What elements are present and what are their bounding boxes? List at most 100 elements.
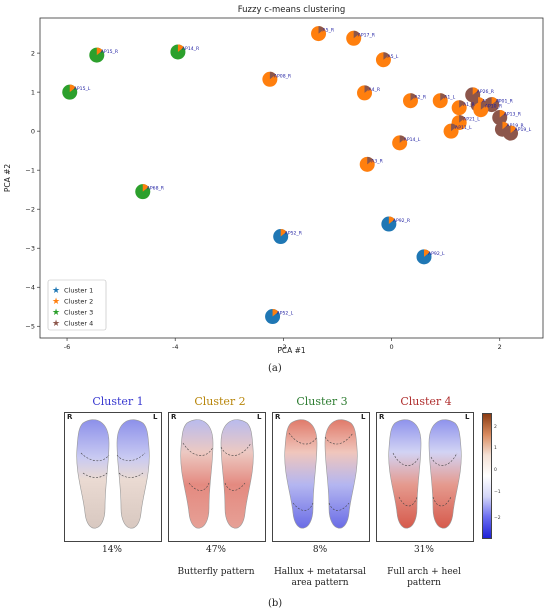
x-tick-label: -4 (172, 343, 178, 351)
cluster-3-title: Cluster 3 (296, 395, 348, 408)
panel-label-a: (a) (268, 363, 282, 374)
colorbar-tick: 2 (494, 425, 497, 430)
membership-wedge (96, 47, 103, 56)
cluster-3-percent: 8% (312, 545, 328, 555)
point-label: A5_L (387, 54, 398, 60)
y-axis-label: PCA #2 (3, 164, 12, 193)
membership-wedge (410, 93, 417, 101)
membership-wedge (383, 52, 390, 60)
point-label: AP68_R (147, 186, 165, 192)
y-tick-label: −3 (25, 245, 35, 253)
point-label: AP11_L (455, 125, 472, 131)
y-tick-label: −4 (25, 284, 35, 292)
legend-star-icon: ★ (52, 286, 60, 296)
colorbar-tick: 0 (494, 468, 497, 473)
point-label: A4_R (369, 87, 381, 93)
point-label: A2_R (414, 95, 426, 101)
point-label: AP19_R (506, 123, 524, 129)
point-label: AP01_R (496, 99, 514, 105)
cluster-4-caption: Full arch + heel pattern (387, 567, 461, 588)
y-tick-label: −1 (25, 166, 35, 174)
side-label-left: L (257, 413, 262, 421)
foot-heatmap (388, 419, 462, 529)
membership-wedge (510, 125, 517, 134)
membership-wedge (388, 216, 395, 225)
point-label: AP10_R (485, 104, 503, 110)
point-label: AP14_R (182, 46, 200, 52)
foot-heatmap (284, 419, 358, 529)
legend-entry: Cluster 1 (64, 287, 93, 295)
cluster-3-caption: Hallux + metatarsal area pattern (273, 567, 367, 588)
point-label: A1_L (444, 95, 455, 101)
colorbar-tick: 1 (494, 446, 497, 451)
point-label: AP15_R (101, 49, 119, 55)
membership-wedge (480, 102, 487, 110)
membership-wedge (399, 135, 406, 143)
membership-wedge (353, 30, 360, 39)
membership-wedge (142, 184, 149, 192)
cluster-4-percent: 31% (413, 545, 434, 555)
y-tick-label: 1 (31, 88, 35, 96)
cluster-1-percent: 14% (101, 545, 122, 555)
legend-star-icon: ★ (52, 319, 60, 329)
side-label-right: R (171, 413, 177, 421)
side-label-left: L (465, 413, 470, 421)
membership-wedge (472, 87, 479, 95)
side-label-right: R (67, 413, 73, 421)
y-tick-label: 0 (31, 127, 35, 135)
membership-wedge (451, 123, 457, 132)
membership-wedge (280, 229, 287, 237)
membership-wedge (440, 93, 447, 101)
membership-wedge (367, 156, 374, 165)
point-label: AP52_R (285, 231, 303, 237)
membership-wedge (459, 115, 466, 123)
plot-area (39, 17, 544, 339)
colorbar (482, 413, 492, 539)
point-label: A3_R (371, 158, 383, 164)
membership-wedge (177, 44, 184, 52)
foot-heatmap (180, 419, 254, 529)
side-label-right: R (379, 413, 385, 421)
membership-wedge (502, 121, 509, 130)
point-label: AP08_R (274, 73, 292, 79)
point-label: A5_R (323, 28, 335, 34)
point-label: AP92_L (428, 251, 445, 257)
x-tick-label: 0 (389, 343, 393, 351)
point-label: AP17_R (358, 32, 376, 38)
membership-wedge (272, 309, 279, 317)
y-tick-label: 2 (31, 49, 35, 57)
cluster-4-title: Cluster 4 (400, 395, 452, 408)
chart-title: Fuzzy c-means clustering (238, 5, 346, 15)
point-label: AP19_L (515, 127, 532, 133)
colorbar-tick: −2 (494, 516, 501, 521)
panel-label-b: (b) (268, 598, 283, 609)
cluster-1-footmap (64, 412, 162, 542)
legend-entry: Cluster 2 (64, 298, 93, 306)
side-label-left: L (361, 413, 366, 421)
colorbar-tick: −1 (494, 490, 501, 495)
membership-wedge (269, 71, 276, 80)
side-label-left: L (153, 413, 158, 421)
cluster-2-caption: Butterfly pattern (177, 567, 255, 577)
foot-heatmap (76, 419, 150, 529)
y-tick-label: −2 (25, 206, 35, 214)
point-label: AP92_R (393, 218, 411, 224)
cluster-4-footmap (376, 412, 474, 542)
cluster-2-footmap (168, 412, 266, 542)
membership-wedge (491, 97, 498, 105)
cluster-2-percent: 47% (205, 545, 226, 555)
legend-star-icon: ★ (52, 297, 60, 307)
x-tick-label: -2 (280, 343, 286, 351)
membership-wedge (364, 85, 371, 93)
legend-star-icon: ★ (52, 308, 60, 318)
y-tick-label: −5 (25, 323, 35, 331)
point-label: AP21_L (463, 117, 480, 123)
x-axis-label: PCA #1 (277, 346, 306, 355)
legend-entry: Cluster 4 (64, 320, 93, 328)
cluster-1-title: Cluster 1 (92, 395, 144, 408)
point-label: AP13_R (504, 112, 522, 118)
membership-wedge (424, 249, 430, 257)
cluster-2-title: Cluster 2 (194, 395, 246, 408)
point-label: AP52_L (277, 311, 294, 317)
legend-box (47, 279, 107, 331)
